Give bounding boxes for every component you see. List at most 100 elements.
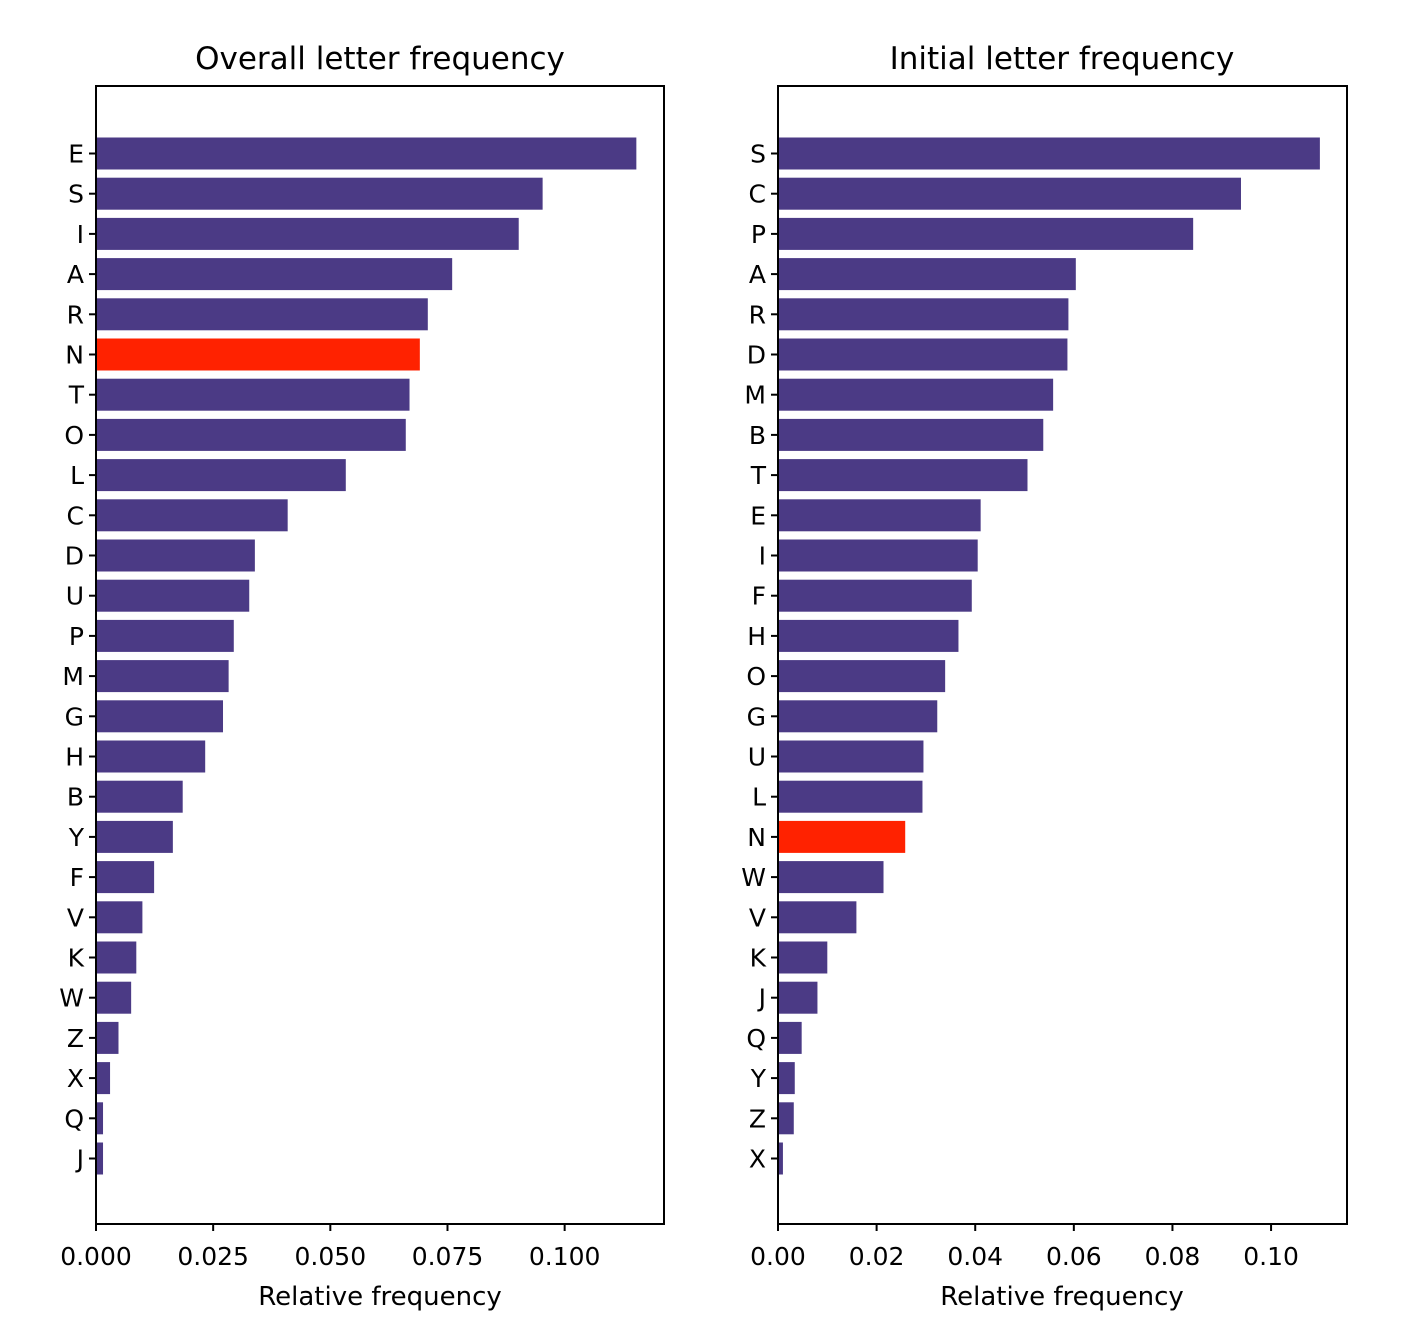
y-tick-label: U: [748, 743, 766, 772]
bar-p: [778, 217, 1194, 250]
bar-f: [96, 861, 155, 894]
x-axis-label: Relative frequency: [258, 1282, 502, 1312]
bar-n: [96, 338, 420, 371]
y-tick-label: M: [744, 381, 766, 410]
x-tick-label: 0.02: [849, 1242, 905, 1271]
bar-n: [778, 820, 906, 853]
y-tick-label: M: [62, 662, 84, 691]
bar-e: [96, 137, 637, 170]
plot-frame: [777, 85, 1348, 1225]
y-tick-label: P: [69, 622, 84, 651]
x-tick-label: 0.06: [1046, 1242, 1102, 1271]
y-tick-label: U: [66, 582, 84, 611]
y-tick-label: L: [70, 461, 84, 490]
y-tick-label: H: [65, 743, 84, 772]
bar-r: [778, 298, 1069, 331]
y-tick-label: K: [750, 944, 767, 973]
bar-h: [778, 619, 959, 652]
y-tick-label: E: [68, 140, 84, 169]
bar-o: [96, 418, 406, 451]
y-tick-label: J: [75, 1145, 84, 1174]
bar-a: [778, 258, 1076, 291]
y-tick-label: T: [68, 381, 85, 410]
x-tick-label: 0.025: [177, 1242, 249, 1271]
bar-h: [96, 740, 206, 773]
y-tick-label: C: [67, 501, 84, 530]
bar-w: [778, 861, 884, 894]
x-tick-label: 0.04: [947, 1242, 1003, 1271]
y-tick-label: W: [741, 863, 766, 892]
x-tick-label: 0.075: [412, 1242, 484, 1271]
y-tick-label: B: [67, 783, 84, 812]
bar-y: [778, 1062, 795, 1095]
chart-title: Overall letter frequency: [195, 41, 565, 77]
bar-d: [96, 539, 255, 572]
bar-p: [96, 619, 234, 652]
y-tick-label: N: [747, 823, 766, 852]
y-tick-label: V: [67, 903, 84, 932]
bar-s: [96, 177, 543, 210]
y-tick-label: H: [747, 622, 766, 651]
bar-r: [96, 298, 428, 331]
y-tick-label: R: [67, 300, 84, 329]
y-tick-label: K: [68, 944, 85, 973]
bar-u: [96, 579, 250, 612]
y-tick-label: X: [749, 1145, 766, 1174]
bar-g: [96, 700, 224, 733]
bar-v: [96, 901, 143, 934]
overall-letter-frequency-chart: Overall letter frequency Relative freque…: [59, 41, 665, 1312]
y-tick-label: Q: [64, 1104, 84, 1133]
y-tick-label: Y: [68, 823, 85, 852]
bar-s: [778, 137, 1320, 170]
y-tick-label: W: [59, 984, 84, 1013]
bar-k: [96, 941, 137, 974]
plot-frame: [95, 85, 665, 1225]
bar-z: [96, 1021, 119, 1054]
bar-m: [778, 378, 1054, 411]
y-tick-label: X: [67, 1064, 84, 1093]
bar-l: [778, 780, 923, 813]
y-tick-label: O: [64, 421, 84, 450]
y-tick-label: B: [749, 421, 766, 450]
bar-c: [778, 177, 1241, 210]
y-tick-label: P: [751, 220, 766, 249]
y-tick-label: I: [759, 542, 766, 571]
bar-t: [778, 459, 1028, 492]
y-tick-label: S: [68, 180, 84, 209]
y-tick-label: R: [749, 300, 766, 329]
initial-letter-frequency-chart: Initial letter frequency Relative freque…: [741, 41, 1348, 1312]
bar-w: [96, 981, 132, 1014]
chart-title: Initial letter frequency: [890, 41, 1235, 77]
y-tick-label: N: [65, 341, 84, 370]
bar-e: [778, 499, 981, 532]
x-tick-label: 0.08: [1145, 1242, 1201, 1271]
y-tick-label: D: [747, 341, 766, 370]
y-tick-label: Y: [750, 1064, 767, 1093]
y-tick-label: I: [77, 220, 84, 249]
bar-q: [96, 1102, 104, 1135]
bar-d: [778, 338, 1068, 371]
y-tick-label: J: [757, 984, 766, 1013]
bar-f: [778, 579, 972, 612]
y-tick-label: Z: [67, 1024, 84, 1053]
y-tick-label: S: [750, 140, 766, 169]
bar-g: [778, 700, 938, 733]
y-tick-label: E: [750, 501, 766, 530]
bar-o: [778, 660, 946, 693]
bar-b: [778, 418, 1044, 451]
y-tick-label: A: [749, 260, 766, 289]
x-axis-label: Relative frequency: [940, 1282, 1184, 1312]
bar-i: [778, 539, 978, 572]
y-tick-label: C: [749, 180, 766, 209]
bar-a: [96, 258, 453, 291]
bar-b: [96, 780, 183, 813]
bar-v: [778, 901, 857, 934]
x-tick-label: 0.10: [1243, 1242, 1299, 1271]
bar-k: [778, 941, 828, 974]
bar-m: [96, 660, 229, 693]
y-tick-label: D: [65, 542, 84, 571]
x-tick-label: 0.100: [529, 1242, 601, 1271]
bar-q: [778, 1021, 802, 1054]
bar-j: [778, 981, 818, 1014]
bar-y: [96, 820, 173, 853]
